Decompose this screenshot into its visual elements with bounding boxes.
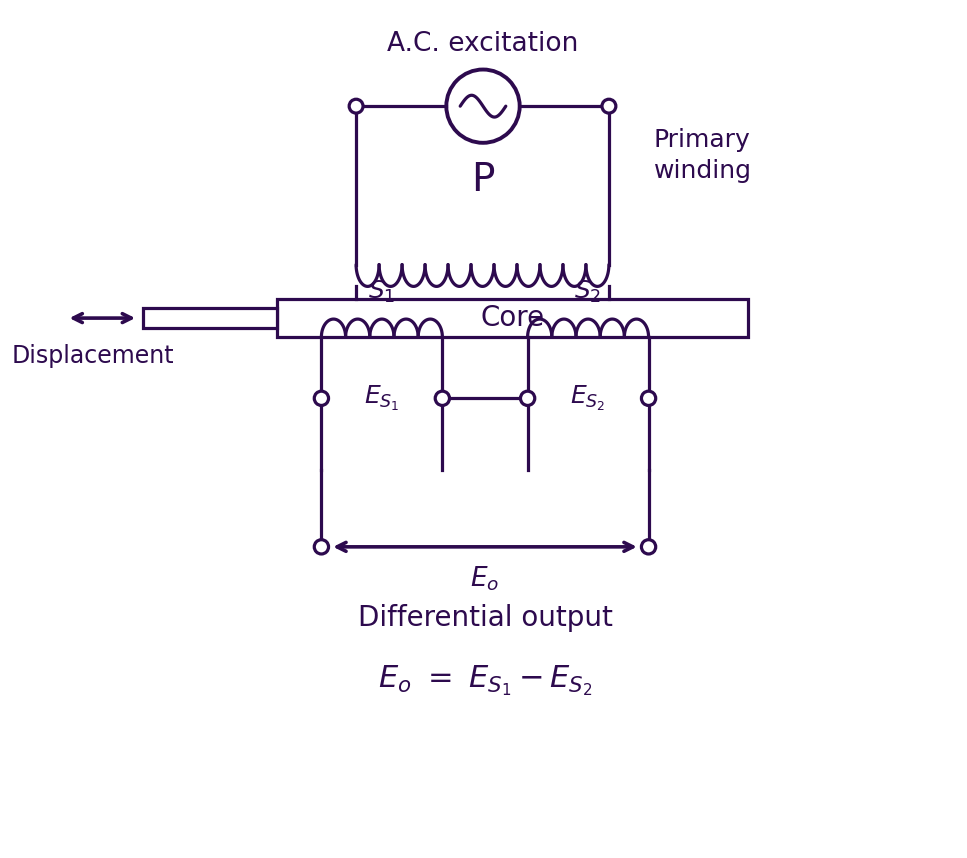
Text: P: P [471, 161, 494, 199]
Circle shape [602, 100, 616, 113]
Text: $S_2$: $S_2$ [574, 279, 601, 305]
Circle shape [349, 100, 363, 113]
Bar [143, 308, 277, 328]
Text: A.C. excitation: A.C. excitation [388, 31, 578, 57]
Text: $E_{S_1}$: $E_{S_1}$ [365, 384, 399, 413]
Circle shape [314, 391, 329, 406]
Text: $E_o$: $E_o$ [470, 565, 500, 593]
Circle shape [641, 391, 656, 406]
Text: Differential output: Differential output [358, 604, 612, 632]
Text: Displacement: Displacement [13, 344, 175, 368]
Circle shape [641, 540, 656, 554]
Text: Primary
winding: Primary winding [654, 128, 751, 184]
Text: $S_1$: $S_1$ [368, 279, 396, 305]
Circle shape [314, 540, 329, 554]
Circle shape [520, 391, 535, 406]
Text: $E_o\ =\ E_{S_1}-E_{S_2}$: $E_o\ =\ E_{S_1}-E_{S_2}$ [378, 663, 592, 698]
Circle shape [435, 391, 450, 406]
Text: Core: Core [481, 304, 544, 332]
Text: $E_{S_2}$: $E_{S_2}$ [571, 384, 605, 413]
Bar [277, 299, 747, 337]
